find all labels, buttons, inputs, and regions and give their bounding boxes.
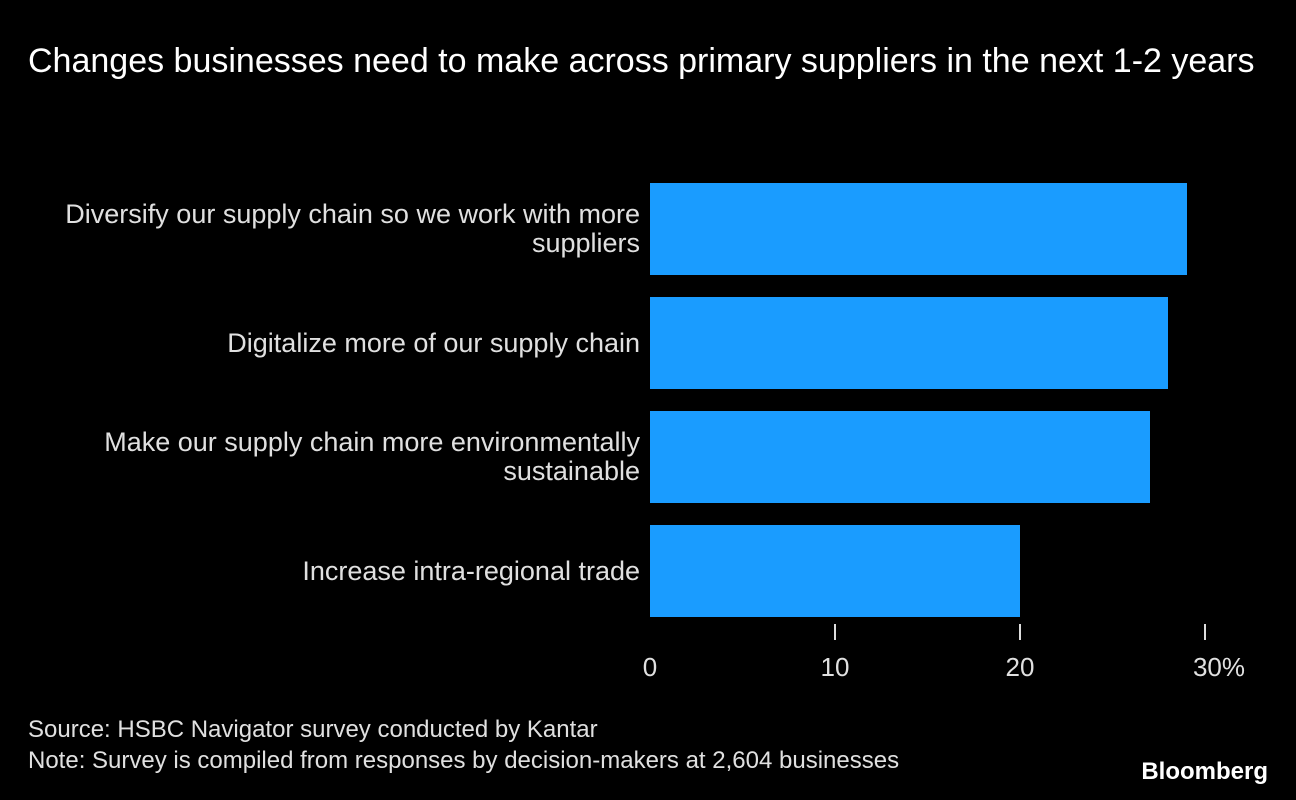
chart-title: Changes businesses need to make across p… (28, 42, 1255, 80)
bar (650, 411, 1150, 503)
x-tick-label: 20 (1005, 652, 1035, 682)
tick-mark (1204, 624, 1206, 640)
x-tick-label: 10 (820, 652, 850, 682)
note: Note: Survey is compiled from responses … (28, 747, 900, 774)
bar (650, 183, 1187, 275)
x-tick-label: 0 (642, 652, 658, 682)
category-label: Diversify our supply chain so we work wi… (65, 199, 640, 258)
category-label: Digitalize more of our supply chain (227, 327, 640, 358)
tick-mark (1019, 624, 1021, 640)
category-label: Make our supply chain more environmental… (104, 427, 640, 486)
x-tick-label: 30% (1192, 652, 1246, 682)
tick-mark (834, 624, 836, 640)
logo: Bloomberg (1141, 758, 1268, 785)
bar (650, 297, 1168, 389)
bar (650, 525, 1020, 617)
source: Source: HSBC Navigator survey conducted … (28, 716, 598, 743)
category-label: Increase intra-regional trade (302, 555, 640, 586)
